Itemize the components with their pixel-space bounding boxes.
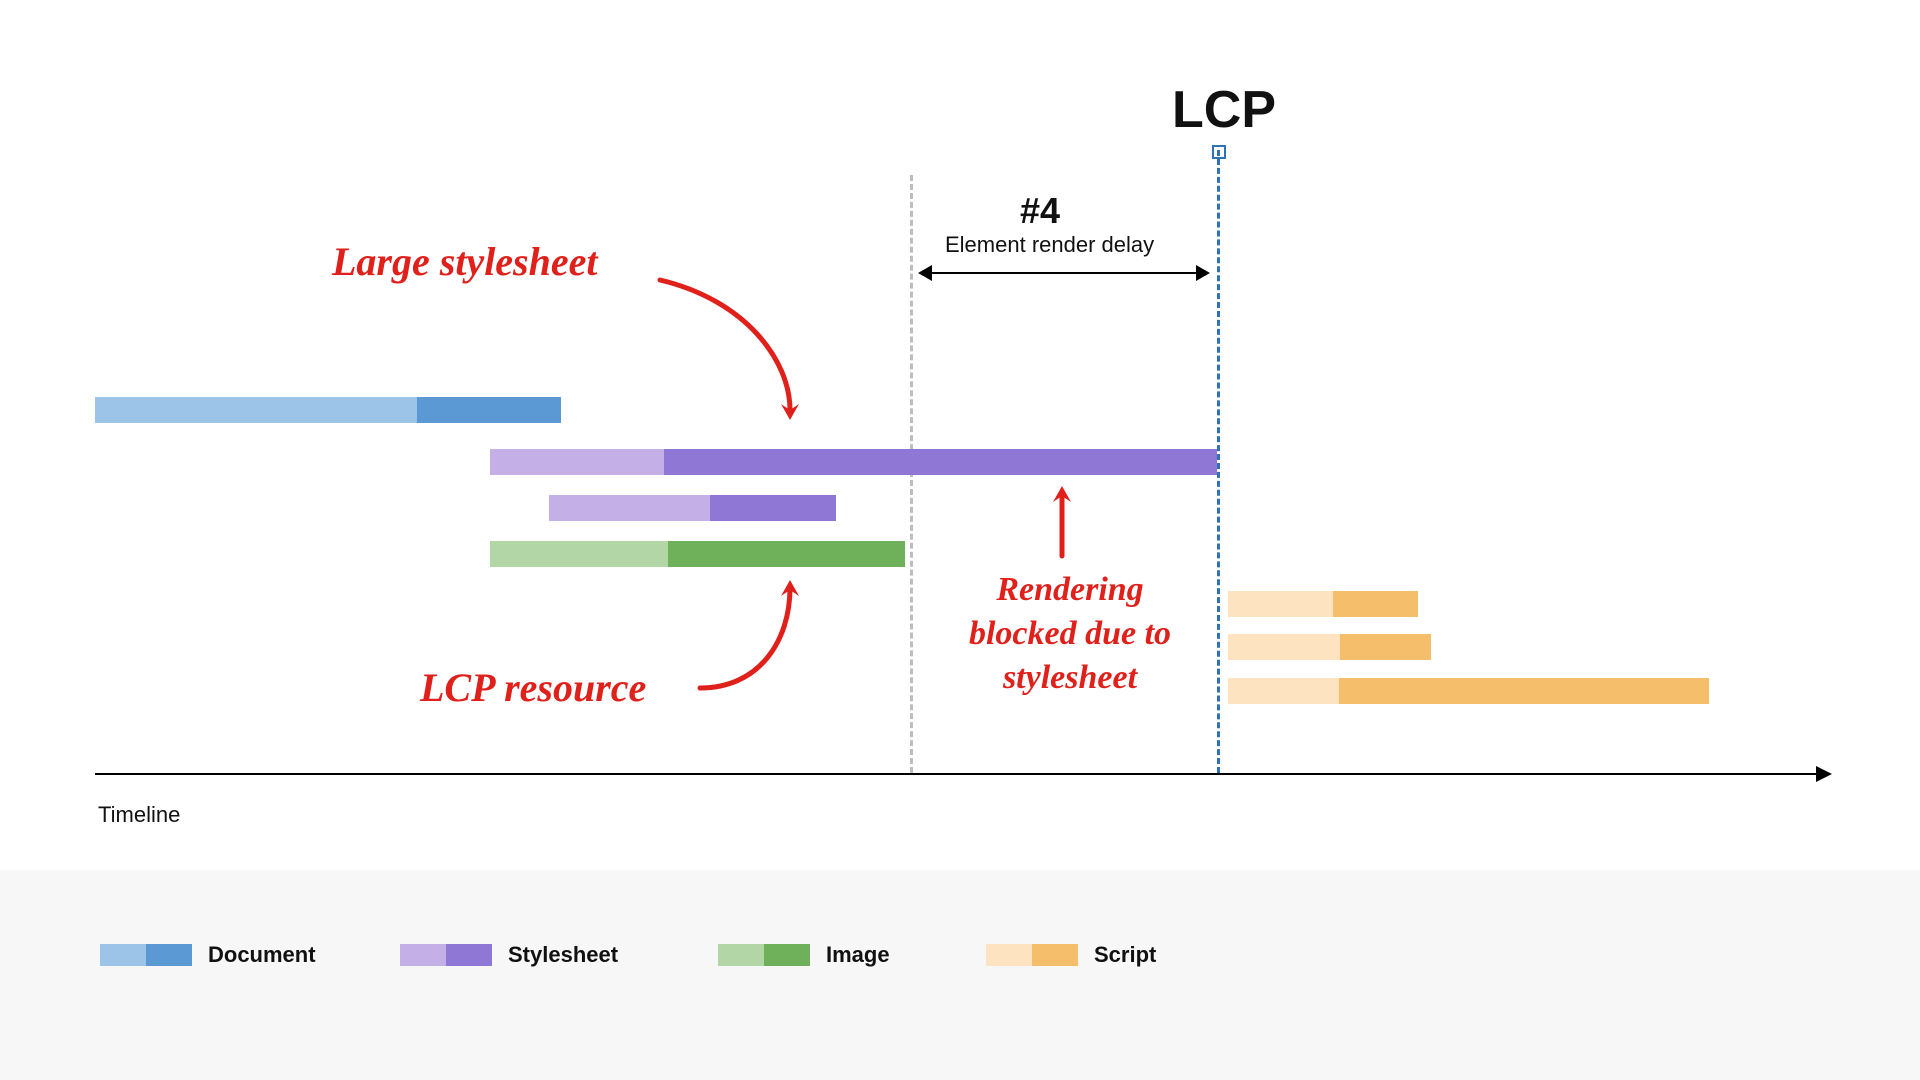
legend-swatch-stylesheet xyxy=(400,944,492,966)
annotation-lcp-resource: LCP resource xyxy=(420,664,646,711)
legend-swatch-document xyxy=(100,944,192,966)
phase-title: #4 xyxy=(1020,190,1060,232)
bar-document xyxy=(95,397,561,423)
bar-style_long xyxy=(490,449,1217,475)
legend: Document Stylesheet Image Script xyxy=(0,870,1920,1080)
legend-swatch-image xyxy=(718,944,810,966)
legend-label-stylesheet: Stylesheet xyxy=(508,942,618,968)
legend-swatch-script xyxy=(986,944,1078,966)
lcp-line xyxy=(1217,150,1220,773)
phase-span-arrowhead-right xyxy=(1196,265,1210,281)
timeline-axis xyxy=(95,773,1818,775)
diagram-stage: LCP #4 Element render delay Timeline Lar… xyxy=(0,0,1920,1080)
legend-label-script: Script xyxy=(1094,942,1156,968)
bar-style_short xyxy=(549,495,836,521)
phase-span-arrowhead-left xyxy=(918,265,932,281)
bar-image xyxy=(490,541,905,567)
legend-label-document: Document xyxy=(208,942,316,968)
timeline-axis-arrowhead-icon xyxy=(1816,766,1832,782)
legend-label-image: Image xyxy=(826,942,890,968)
bar-script_b xyxy=(1228,634,1431,660)
bar-script_a xyxy=(1228,591,1418,617)
bar-script_c xyxy=(1228,678,1709,704)
annotation-rendering-blocked: Renderingblocked due tostylesheet xyxy=(955,568,1185,700)
phase-subtitle: Element render delay xyxy=(945,232,1154,258)
phase-span-arrow xyxy=(928,272,1200,274)
lcp-title: LCP xyxy=(1172,80,1276,140)
annotation-large-stylesheet: Large stylesheet xyxy=(332,238,598,285)
timeline-label: Timeline xyxy=(98,802,180,828)
